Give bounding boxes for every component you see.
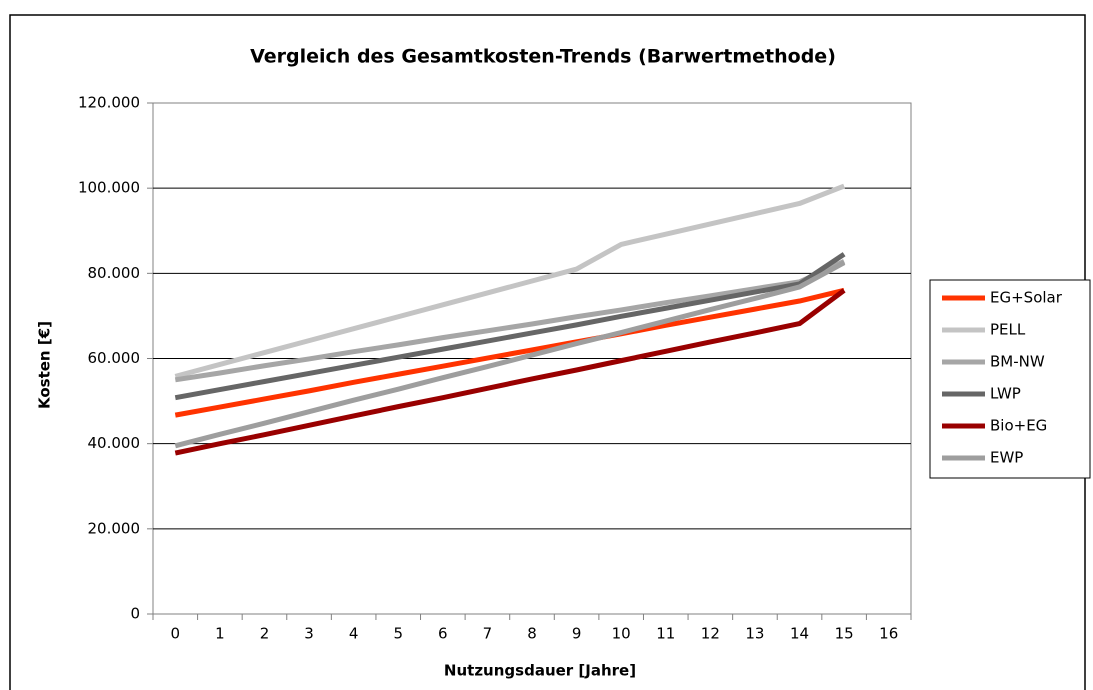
x-tick-label: 13: [745, 625, 764, 643]
x-axis-label: Nutzungsdauer [Jahre]: [444, 662, 636, 680]
x-tick-label: 15: [835, 625, 854, 643]
legend-label: Bio+EG: [990, 417, 1047, 435]
x-tick-label: 9: [572, 625, 582, 643]
y-tick-label: 80.000: [88, 264, 141, 282]
x-tick-label: 3: [304, 625, 314, 643]
x-tick-label: 6: [438, 625, 448, 643]
y-tick-label: 60.000: [88, 349, 141, 367]
series-line: [174, 287, 845, 418]
series-line: [174, 288, 846, 456]
x-tick-label: 14: [790, 625, 809, 643]
y-tick-label: 120.000: [78, 94, 140, 112]
legend-label: PELL: [990, 321, 1026, 339]
x-tick-label: 12: [701, 625, 720, 643]
legend: [929, 279, 1091, 479]
legend-label: EG+Solar: [990, 289, 1063, 307]
y-tick-label: 100.000: [78, 179, 140, 197]
chart-title: Vergleich des Gesamtkosten-Trends (Barwe…: [250, 46, 836, 68]
y-tick-label: 40.000: [88, 434, 141, 452]
legend-label: EWP: [990, 449, 1023, 467]
x-tick-label: 11: [656, 625, 675, 643]
y-tick-label: 0: [130, 605, 140, 623]
series-line: [174, 260, 846, 449]
x-tick-label: 16: [879, 625, 898, 643]
legend-label: LWP: [990, 385, 1021, 403]
x-tick-label: 0: [171, 625, 181, 643]
y-tick-label: 20.000: [88, 519, 141, 537]
series-line: [174, 252, 846, 401]
x-tick-label: 10: [612, 625, 631, 643]
x-tick-label: 4: [349, 625, 359, 643]
x-tick-label: 8: [527, 625, 537, 643]
series-line: [174, 183, 846, 379]
x-tick-label: 5: [393, 625, 403, 643]
series-line: [174, 259, 846, 383]
x-tick-label: 7: [483, 625, 493, 643]
x-tick-label: 1: [215, 625, 225, 643]
x-tick-label: 2: [260, 625, 270, 643]
legend-label: BM-NW: [990, 353, 1045, 371]
y-axis-label: Kosten [€]: [36, 321, 54, 409]
